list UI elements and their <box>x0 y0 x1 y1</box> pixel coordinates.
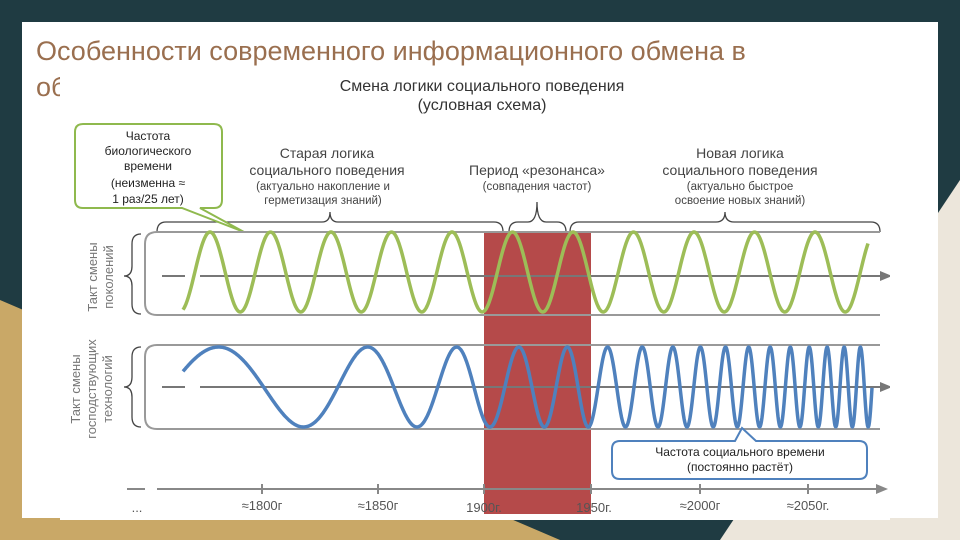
svg-text:Такт смены: Такт смены <box>85 242 100 311</box>
svg-text:(неизменна ≈: (неизменна ≈ <box>111 176 186 190</box>
biological-time-wave <box>181 230 870 314</box>
svg-text:(постоянно растёт): (постоянно растёт) <box>687 460 793 474</box>
svg-text:господствующих: господствующих <box>84 339 99 439</box>
svg-text:социального поведения: социального поведения <box>249 162 404 178</box>
timeline-labels: ... ≈1800г ≈1850г 1900г. 1950г. ≈2000г ≈… <box>132 498 830 515</box>
timeline-label: ≈1800г <box>242 498 283 513</box>
callout-biological-time: Частота биологического времени (неизменн… <box>74 123 245 233</box>
svg-text:(совпадения частот): (совпадения частот) <box>483 181 592 193</box>
svg-text:(актуально быстрое: (актуально быстрое <box>687 181 794 193</box>
svg-text:Такт смены: Такт смены <box>68 354 83 423</box>
social-time-wave <box>181 345 874 429</box>
svg-text:Период «резонанса»: Период «резонанса» <box>469 162 605 178</box>
timeline-label: 1900г. <box>466 500 502 515</box>
resonance-band <box>484 232 591 514</box>
left-label-generations: Такт смены поколений <box>85 242 116 311</box>
svg-text:биологического: биологического <box>105 144 192 158</box>
svg-text:социального поведения: социального поведения <box>662 162 817 178</box>
diagram: Смена логики социального поведения (усло… <box>60 68 890 520</box>
timeline-axis <box>127 484 888 494</box>
svg-text:освоение новых знаний): освоение новых знаний) <box>675 195 806 207</box>
timeline-label: ... <box>132 500 143 515</box>
svg-text:времени: времени <box>124 159 172 173</box>
diagram-subheading: (условная схема) <box>418 97 547 114</box>
timeline-label: ≈1850г <box>358 498 399 513</box>
svg-text:герметизация знаний): герметизация знаний) <box>264 195 382 207</box>
svg-text:1 раз/25 лет): 1 раз/25 лет) <box>112 192 184 206</box>
diagram-heading: Смена логики социального поведения <box>340 78 625 95</box>
svg-text:Новая логика: Новая логика <box>696 145 784 161</box>
new-logic-label: Новая логика социального поведения (акту… <box>662 145 817 207</box>
svg-text:Частота: Частота <box>126 129 171 143</box>
svg-text:поколений: поколений <box>101 245 116 309</box>
timeline-label: 1950г. <box>576 500 612 515</box>
svg-text:(актуально накопление и: (актуально накопление и <box>256 181 390 193</box>
timeline-label: ≈2000г <box>680 498 721 513</box>
top-braces <box>156 201 881 233</box>
svg-text:Частота социального времени: Частота социального времени <box>655 445 825 459</box>
slide-title: Особенности современного информационного… <box>36 36 746 66</box>
slide-title-cut: об <box>36 72 60 102</box>
left-label-technologies: Такт смены господствующих технологий <box>68 339 115 439</box>
timeline-label: ≈2050г. <box>787 498 830 513</box>
left-braces <box>123 233 142 428</box>
old-logic-label: Старая логика социального поведения (акт… <box>249 145 404 207</box>
svg-text:Старая логика: Старая логика <box>280 145 375 161</box>
callout-social-time: Частота социального времени (постоянно р… <box>611 426 868 480</box>
resonance-label: Период «резонанса» (совпадения частот) <box>469 162 605 193</box>
svg-text:технологий: технологий <box>100 355 115 423</box>
